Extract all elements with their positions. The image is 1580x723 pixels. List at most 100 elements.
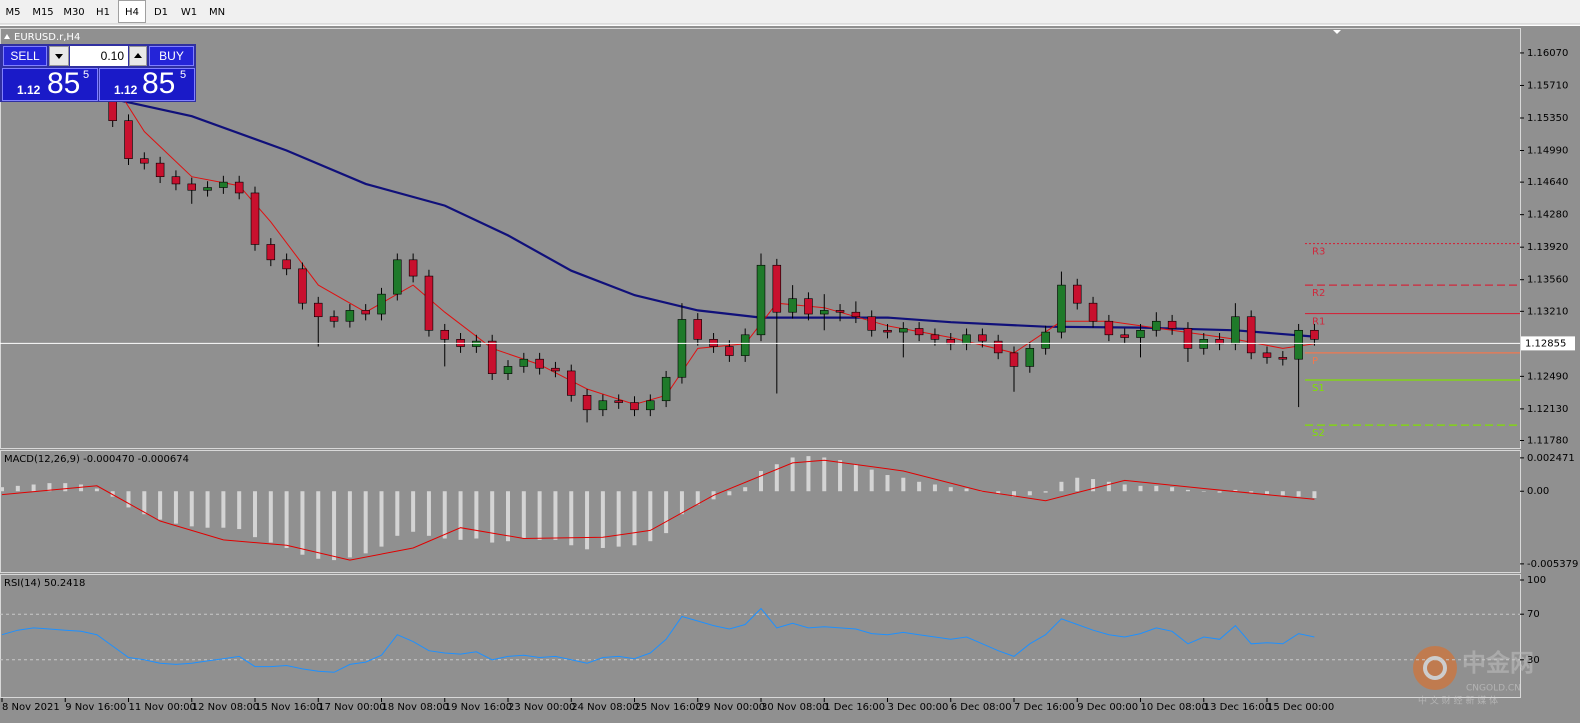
timeframe-label[interactable]: H1 [96, 7, 110, 18]
macd-bar [774, 464, 779, 492]
macd-bar [1075, 477, 1080, 492]
timeframe-label[interactable]: W1 [181, 7, 197, 18]
y-tick-label: 0.002471 [1527, 453, 1575, 464]
timeframe-button[interactable] [204, 0, 230, 23]
candle-body [1310, 329, 1319, 340]
volume-down-icon [55, 54, 63, 59]
sell-price[interactable]: 1.12 85 5 [2, 67, 98, 101]
y-tick-label: 1.13920 [1527, 242, 1568, 253]
macd-bar [585, 491, 590, 550]
volume-input[interactable]: 0.10 [70, 46, 128, 66]
macd-bar [1027, 491, 1032, 496]
candle-body [1072, 284, 1082, 304]
y-tick-label: -0.005379 [1527, 559, 1578, 570]
macd-bar [237, 491, 242, 530]
x-tick-label: 7 Dec 16:00 [1014, 702, 1075, 713]
timeframe-button[interactable] [148, 0, 174, 23]
x-tick-label: 24 Nov 08:00 [571, 702, 638, 713]
y-tick-label: 1.16070 [1527, 48, 1568, 59]
volume-down[interactable] [49, 46, 69, 66]
indicator-title: RSI(14) 50.2418 [4, 578, 85, 589]
price-big: 1.12 [114, 83, 138, 97]
x-tick-label: 8 Nov 2021 [2, 702, 60, 713]
candle-body [1262, 352, 1272, 358]
candle-body [993, 340, 1003, 354]
x-tick-label: 19 Nov 16:00 [445, 702, 512, 713]
symbol-icon [4, 34, 10, 39]
timeframe-label[interactable]: H4 [125, 7, 139, 18]
y-tick-label: 1.15710 [1527, 80, 1568, 91]
macd-bar [996, 491, 1001, 494]
macd-bar [189, 491, 194, 527]
macd-bar [1091, 479, 1096, 492]
arrow-up [134, 53, 142, 58]
timeframe-button[interactable] [60, 0, 88, 23]
timeframe-label[interactable]: M30 [63, 7, 84, 18]
candle-body [377, 293, 386, 315]
candle-body [171, 176, 181, 185]
x-tick-label: 11 Nov 00:00 [129, 702, 196, 713]
macd-bar [1217, 491, 1222, 493]
pivot-label: S2 [1312, 428, 1325, 439]
candle-body [298, 268, 307, 304]
macd-bar [474, 491, 479, 539]
candle-body [819, 310, 829, 315]
sell-button[interactable]: SELL [3, 46, 47, 66]
timeframe-button[interactable] [176, 0, 202, 23]
macd-bar [1043, 491, 1048, 493]
watermark: 中金网 CNGOLD.CN 中 文 财 经 新 媒 体 [1413, 646, 1534, 707]
macd-bar [221, 491, 226, 528]
macd-bar [347, 491, 352, 558]
buy-button[interactable]: BUY [149, 46, 194, 66]
timeframe-label[interactable]: D1 [154, 7, 168, 18]
timeframe-button[interactable] [90, 0, 116, 23]
candle-body [978, 334, 987, 342]
candle-body [899, 328, 908, 333]
macd-bar [759, 470, 763, 492]
macd-bar [822, 457, 827, 492]
macd-bar [363, 491, 368, 554]
macd-bar [537, 491, 542, 540]
indicator-title: MACD(12,26,9) -0.000470 -0.000674 [4, 454, 189, 465]
candle-body [677, 319, 687, 378]
rsi-frame [0, 574, 1521, 698]
macd-bar [268, 491, 273, 543]
candle-body [408, 259, 418, 277]
candle-body [1152, 320, 1161, 331]
macd-bar [806, 456, 811, 492]
buy-price[interactable]: 1.12 85 5 [99, 67, 195, 101]
candle-body [1167, 320, 1177, 329]
timeframe-label[interactable]: M15 [32, 7, 53, 18]
timeframe-button[interactable] [28, 0, 58, 23]
x-tick-label: 10 Dec 08:00 [1141, 702, 1208, 713]
candle-body [883, 329, 892, 333]
y-tick-label: 1.14280 [1527, 210, 1568, 221]
pivot-label: R2 [1312, 288, 1325, 299]
candle-body [187, 183, 197, 191]
timeframe-label[interactable]: M5 [6, 7, 21, 18]
macd-bar [379, 491, 384, 547]
timeframe-label[interactable]: MN [209, 7, 225, 18]
candle-body [598, 400, 608, 411]
macd-bar [173, 491, 178, 524]
candle-body [1088, 302, 1098, 322]
macd-bar [885, 475, 890, 492]
candle-body [1009, 352, 1019, 367]
y-tick-label: 100 [1527, 575, 1546, 586]
candle-body [740, 334, 750, 356]
candle-body [234, 181, 244, 194]
candle-body [1246, 316, 1256, 354]
candle-body [582, 395, 592, 411]
macd-bar [664, 491, 669, 534]
macd-bar [838, 460, 843, 492]
macd-bar [1201, 491, 1206, 492]
y-tick-label: 1.12490 [1527, 371, 1568, 382]
macd-bar [490, 491, 495, 543]
candle-body [551, 367, 560, 372]
macd-bar [15, 485, 20, 492]
y-tick-label: 1.11780 [1527, 436, 1568, 447]
timeframe-button[interactable] [0, 0, 26, 23]
timeframe-button[interactable] [118, 0, 146, 23]
volume-up[interactable] [129, 46, 147, 66]
